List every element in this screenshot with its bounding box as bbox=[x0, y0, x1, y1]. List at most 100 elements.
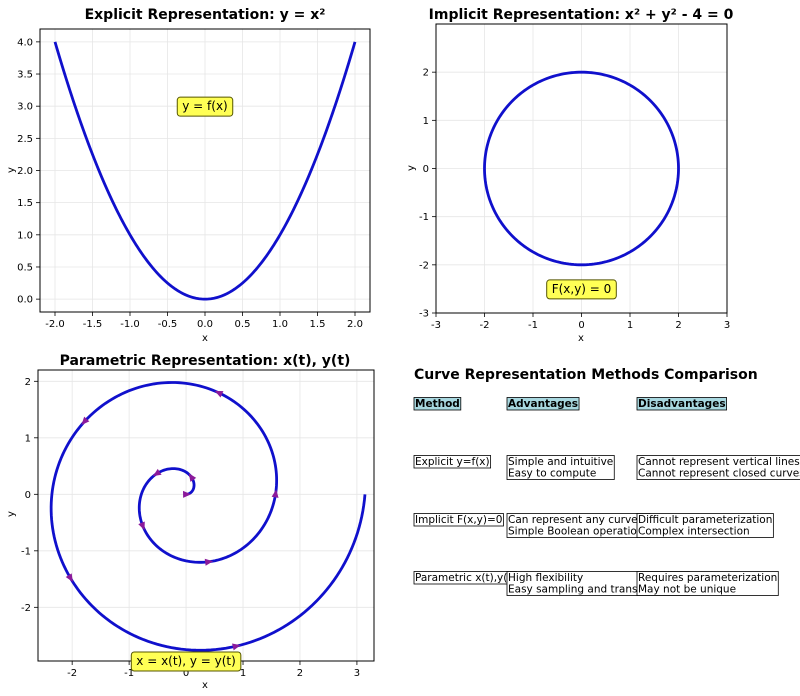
explicit-y-tick-label: 1.0 bbox=[17, 230, 33, 241]
parametric-y-tick-label: -1 bbox=[21, 546, 31, 557]
table-header-advantages-text: Advantages bbox=[508, 398, 578, 410]
parametric-direction-arrow bbox=[188, 473, 197, 482]
table-row-advantages-text: Simple Boolean operations bbox=[508, 526, 649, 538]
explicit-y-tick-label: 2.5 bbox=[17, 134, 33, 145]
implicit-x-tick-label: 1 bbox=[627, 320, 633, 331]
explicit-x-tick-label: -0.5 bbox=[158, 319, 178, 330]
parametric-x-tick-label: 0 bbox=[183, 668, 189, 679]
parametric-direction-arrow bbox=[232, 643, 241, 651]
explicit-y-tick-label: 3.0 bbox=[17, 102, 33, 113]
table-row-method: Implicit F(x,y)=0 bbox=[413, 513, 504, 527]
implicit-annotation-box bbox=[546, 279, 617, 300]
explicit-chart-title: Explicit Representation: y = x² bbox=[85, 7, 326, 23]
table-header-disadvantages: Disadvantages bbox=[636, 397, 727, 411]
implicit-y-tick-label: 2 bbox=[423, 68, 429, 79]
parametric-x-tick-label: 2 bbox=[297, 668, 303, 679]
table-row-disadvantages-text: Cannot represent closed curves bbox=[638, 468, 800, 480]
parametric-x-tick-label: -1 bbox=[124, 668, 134, 679]
table-row-disadvantages-box bbox=[636, 513, 774, 538]
table-row-method-box bbox=[413, 513, 504, 527]
parametric-chart-frame bbox=[37, 369, 375, 662]
table-header-disadvantages-text: Disadvantages bbox=[638, 398, 726, 410]
table-row-disadvantages-text: Requires parameterization bbox=[638, 572, 777, 584]
explicit-y-tick-label: 0.5 bbox=[17, 262, 33, 273]
implicit-x-tick-label: -1 bbox=[528, 320, 538, 331]
parametric-direction-arrow bbox=[65, 573, 73, 583]
explicit-x-tick-label: 0.0 bbox=[197, 319, 213, 330]
table-row-disadvantages-box bbox=[636, 571, 779, 596]
parametric-direction-arrow bbox=[204, 558, 214, 566]
parametric-x-tick-label: 3 bbox=[354, 668, 360, 679]
implicit-x-tick-label: -2 bbox=[480, 320, 490, 331]
table-header-method-text: Method bbox=[415, 398, 460, 410]
table-row-disadvantages-text: Difficult parameterization bbox=[638, 514, 772, 526]
table-row-advantages-text: Easy to compute bbox=[508, 468, 596, 480]
parametric-direction-arrow bbox=[138, 521, 145, 531]
parametric-chart-title: Parametric Representation: x(t), y(t) bbox=[60, 353, 351, 369]
parametric-x-tick-label: 1 bbox=[240, 668, 246, 679]
parametric-y-axis-label: y bbox=[6, 511, 17, 517]
parametric-direction-arrow bbox=[81, 416, 90, 425]
parametric-x-axis-label: x bbox=[202, 680, 208, 691]
parametric-annotation: x = x(t), y = y(t) bbox=[130, 651, 242, 672]
explicit-y-tick-label: 3.5 bbox=[17, 70, 33, 81]
explicit-x-tick-label: -1.5 bbox=[83, 319, 103, 330]
explicit-y-tick-label: 0.0 bbox=[17, 295, 33, 306]
comparison-title: Curve Representation Methods Comparison bbox=[414, 367, 758, 383]
parametric-direction-arrow bbox=[271, 489, 279, 498]
implicit-y-tick-label: -3 bbox=[419, 309, 429, 320]
parametric-direction-arrow bbox=[214, 390, 224, 398]
parametric-x-tick-label: -2 bbox=[67, 668, 77, 679]
implicit-chart-title: Implicit Representation: x² + y² - 4 = 0 bbox=[429, 7, 734, 23]
explicit-x-tick-label: -2.0 bbox=[45, 319, 65, 330]
table-header-advantages: Advantages bbox=[506, 397, 580, 411]
explicit-annotation-box bbox=[176, 96, 234, 117]
table-row-method-text: Parametric x(t),y(t) bbox=[415, 572, 516, 584]
table-row-advantages-text: Can represent any curve bbox=[508, 514, 638, 526]
table-row-method-text: Explicit y=f(x) bbox=[415, 456, 490, 468]
implicit-annotation-text: F(x,y) = 0 bbox=[552, 282, 612, 296]
comparison-table: Curve Representation Methods Comparison … bbox=[413, 367, 800, 596]
explicit-y-tick-label: 2.0 bbox=[17, 166, 33, 177]
explicit-x-tick-label: 1.5 bbox=[310, 319, 326, 330]
implicit-x-tick-label: 3 bbox=[724, 320, 730, 331]
table-row-method: Parametric x(t),y(t) bbox=[413, 571, 517, 585]
implicit-y-tick-label: 1 bbox=[423, 116, 429, 127]
explicit-curve-line bbox=[53, 41, 357, 301]
implicit-x-tick-label: 2 bbox=[675, 320, 681, 331]
parametric-y-tick-label: 2 bbox=[25, 377, 31, 388]
table-row-disadvantages-text: Cannot represent vertical lines bbox=[638, 456, 800, 468]
table-header-method-box bbox=[413, 397, 462, 411]
table-row-method-text: Implicit F(x,y)=0 bbox=[415, 514, 502, 526]
table-row-advantages-box bbox=[506, 455, 615, 480]
table-header-method: Method bbox=[413, 397, 462, 411]
implicit-circle-line bbox=[483, 70, 680, 267]
explicit-x-tick-label: 0.5 bbox=[235, 319, 251, 330]
explicit-x-axis-label: x bbox=[202, 333, 208, 344]
explicit-y-tick-label: 4.0 bbox=[17, 37, 33, 48]
implicit-annotation: F(x,y) = 0 bbox=[546, 279, 617, 300]
table-row-disadvantages-text: May not be unique bbox=[638, 584, 736, 596]
table-row-disadvantages-text: Complex intersection bbox=[638, 526, 750, 538]
explicit-annotation: y = f(x) bbox=[176, 96, 234, 117]
implicit-x-tick-label: -3 bbox=[431, 320, 441, 331]
table-row-advantages-text: Simple and intuitive bbox=[508, 456, 613, 468]
table-header-disadvantages-box bbox=[636, 397, 727, 411]
parametric-y-tick-label: 1 bbox=[25, 433, 31, 444]
explicit-y-axis-label: y bbox=[6, 167, 17, 173]
parametric-annotation-box bbox=[130, 651, 242, 672]
parametric-y-tick-label: 0 bbox=[25, 490, 31, 501]
implicit-x-axis-label: x bbox=[578, 333, 584, 344]
table-header-advantages-box bbox=[506, 397, 580, 411]
parametric-y-tick-label: -2 bbox=[21, 603, 31, 614]
table-row-advantages-box bbox=[506, 513, 651, 538]
implicit-y-axis-label: y bbox=[406, 165, 417, 171]
parametric-direction-arrow bbox=[183, 490, 192, 498]
explicit-x-tick-label: -1.0 bbox=[120, 319, 140, 330]
